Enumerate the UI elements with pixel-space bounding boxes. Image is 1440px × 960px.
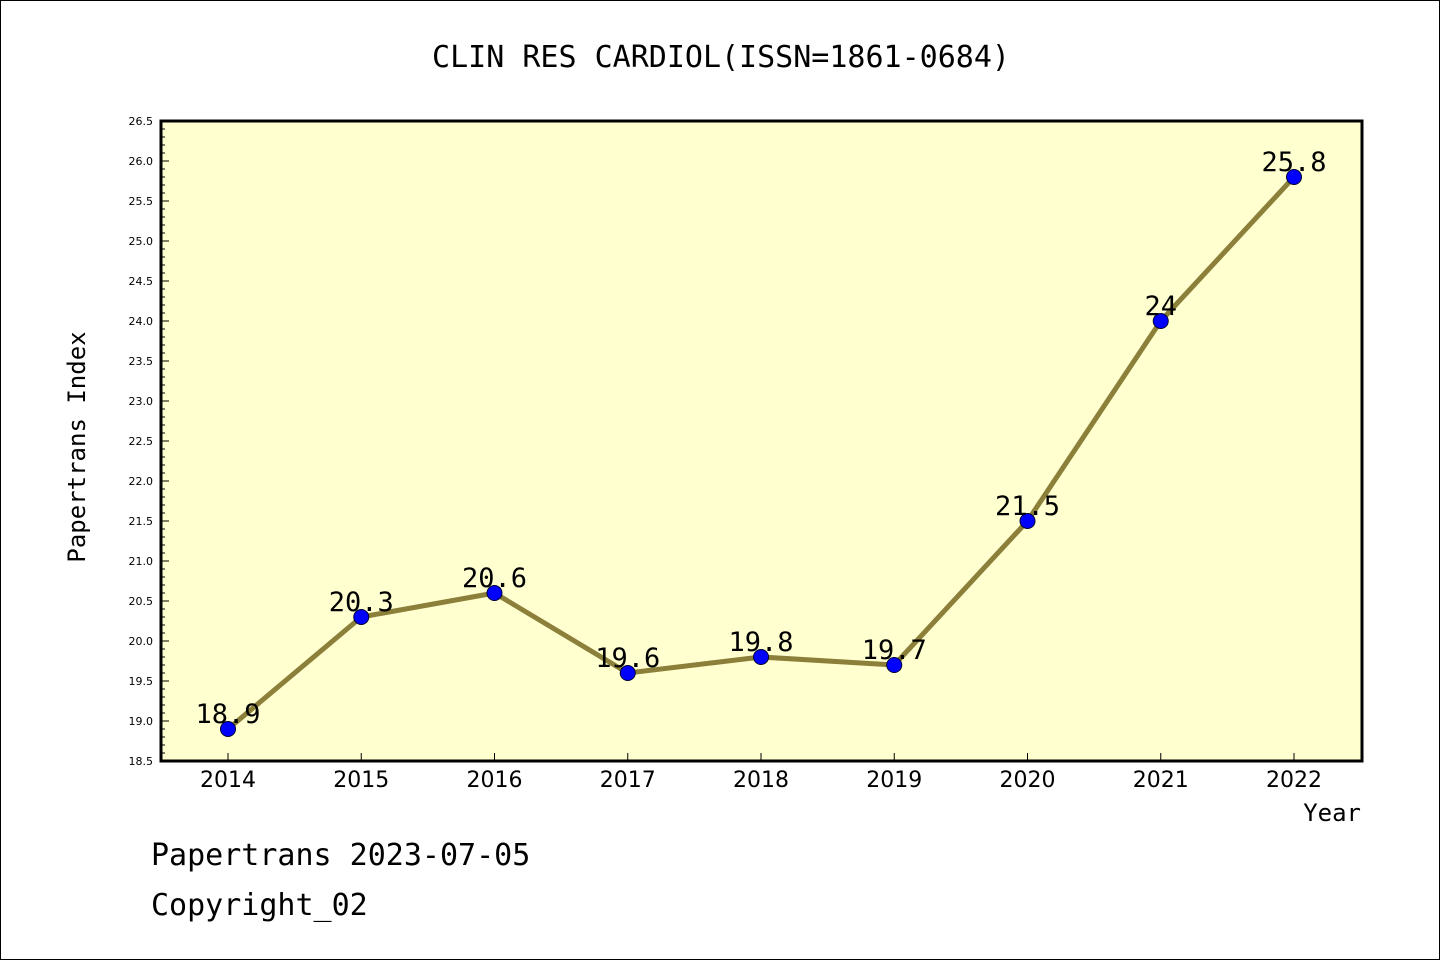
x-axis-label: Year: [1303, 799, 1361, 827]
x-tick-label: 2020: [1000, 768, 1056, 793]
data-label: 24: [1144, 291, 1177, 322]
x-tick-label: 2021: [1133, 768, 1189, 793]
y-tick-label: 26.0: [129, 155, 154, 168]
plot-border: [159, 119, 1364, 763]
plot-area: [161, 121, 1362, 761]
y-tick-label: 25.0: [129, 235, 154, 248]
y-axis-label: Papertrans Index: [63, 331, 91, 562]
x-tick-label: 2015: [333, 768, 389, 793]
x-tick-label: 2016: [467, 768, 523, 793]
x-tick-label: 2019: [866, 768, 922, 793]
y-tick-label: 24.5: [129, 275, 154, 288]
y-tick-label: 20.0: [129, 635, 154, 648]
y-tick-label: 22.0: [129, 475, 154, 488]
data-labels: 18.9 20.3 20.6 19.6 19.8 19.7 21.5 24 25.8: [195, 147, 1326, 730]
chart-title: CLIN RES CARDIOL(ISSN=1861-0684): [432, 40, 1010, 75]
x-tick-label: 2018: [733, 768, 789, 793]
data-point: [486, 585, 503, 601]
y-tick-label: 25.5: [129, 195, 154, 208]
footer-source: Papertrans 2023-07-05: [151, 838, 530, 873]
data-point: [619, 665, 636, 681]
y-tick-label: 21.0: [129, 555, 154, 568]
data-label: 20.6: [462, 563, 527, 594]
data-label: 19.8: [728, 627, 793, 658]
x-tick-label: 2014: [200, 768, 256, 793]
y-tick-label: 19.0: [129, 715, 154, 728]
data-point: [1152, 313, 1169, 329]
y-tick-label: 19.5: [129, 675, 154, 688]
y-tick-label: 18.5: [129, 755, 154, 768]
data-label: 19.6: [595, 643, 660, 674]
x-tick-label: 2017: [600, 768, 656, 793]
y-tick-label: 26.5: [129, 115, 154, 128]
data-point: [1286, 169, 1302, 185]
data-label: 21.5: [995, 491, 1060, 522]
y-tick-label: 22.5: [129, 435, 154, 448]
x-axis-ticks: 2014 2015 2016 2017 2018 2019 2020 2021 2022: [200, 753, 1322, 793]
data-point: [1019, 513, 1036, 529]
series-points: [220, 169, 1302, 737]
data-label: 20.3: [329, 587, 394, 618]
footer-copyright: Copyright_02: [151, 888, 368, 923]
data-label: 19.7: [862, 635, 927, 666]
data-point: [220, 721, 236, 737]
y-tick-label: 23.0: [129, 395, 154, 408]
y-tick-label: 20.5: [129, 595, 154, 608]
data-point: [886, 657, 903, 673]
y-axis-ticks: 18.5 19.0 19.5 20.0 20.5 21.0 21.5 22.0 22.5 23.0…: [129, 115, 169, 768]
y-tick-label: 24.0: [129, 315, 154, 328]
y-tick-label: 23.5: [129, 355, 154, 368]
x-tick-label: 2022: [1266, 768, 1322, 793]
data-point: [753, 649, 769, 665]
data-label: 25.8: [1261, 147, 1326, 178]
data-point: [353, 609, 370, 625]
data-label: 18.9: [195, 699, 260, 730]
y-tick-label: 21.5: [129, 515, 154, 528]
